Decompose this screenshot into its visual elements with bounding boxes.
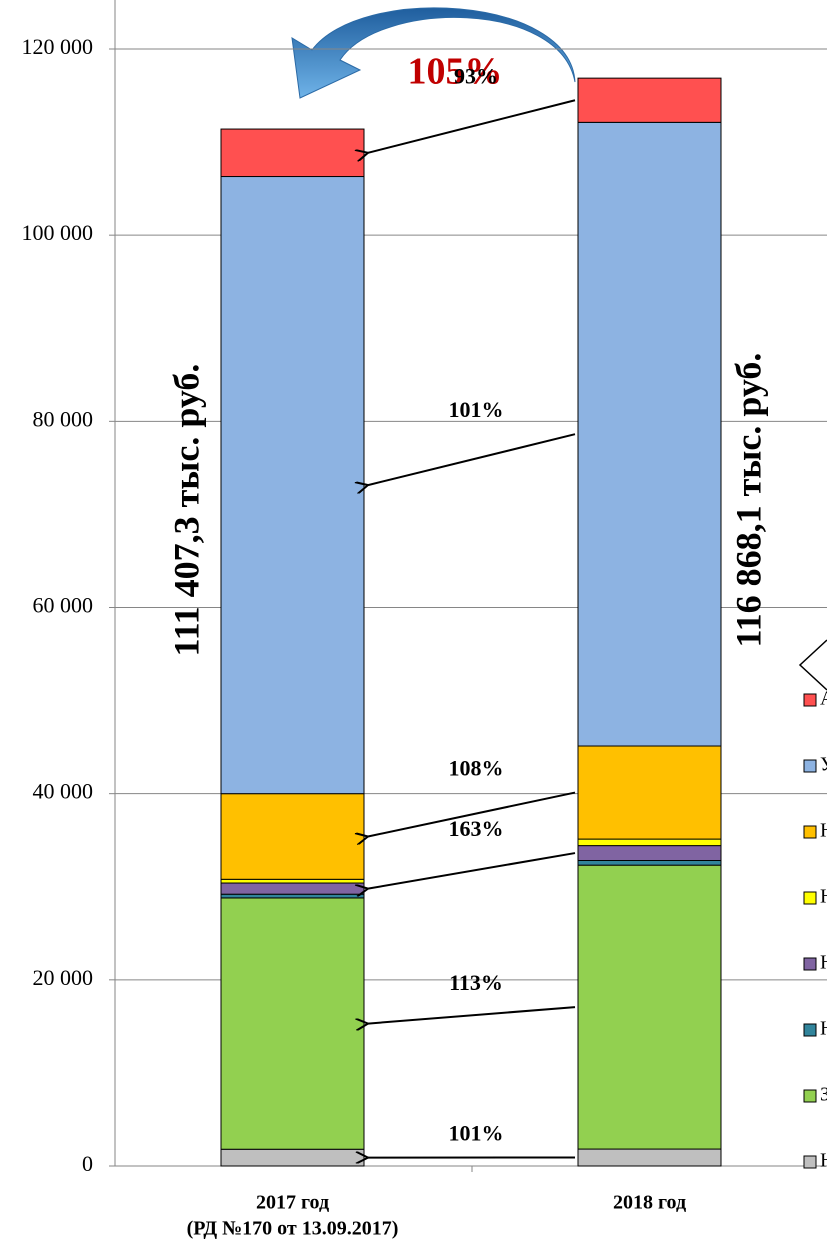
change-label: 101% [449,1121,504,1146]
bar-segment [577,860,722,866]
bar-segment [220,882,365,895]
bar-segment [220,897,365,1150]
bar-segment [220,878,365,884]
bar-segment [220,793,365,880]
x-tick-label: 2017 год [256,1192,329,1214]
bar-segment [577,745,722,840]
y-tick-label: 60 000 [33,593,94,618]
legend-label: Н [820,820,827,842]
legend-swatch [803,693,817,707]
legend-label: У [820,754,827,776]
legend-label: Н [820,1018,827,1040]
total-label: 116 868,1 тыс. руб. [728,353,768,648]
legend-label: Н [820,952,827,974]
change-label: 108% [449,756,504,781]
bar-segment [220,1148,365,1167]
bar-segment [577,838,722,847]
legend-swatch [803,825,817,839]
legend-swatch [803,1155,817,1169]
legend-swatch [803,759,817,773]
legend-swatch [803,891,817,905]
y-tick-label: 0 [82,1151,93,1176]
change-label: 93% [454,63,498,88]
change-arrow [368,852,576,889]
bar-segment [220,893,365,899]
legend-swatch [803,1023,817,1037]
legend-label: Н [820,1150,827,1172]
legend-swatch [803,1089,817,1103]
y-tick-label: 120 000 [22,34,94,59]
bar-segment [577,121,722,747]
change-arrow [368,99,576,153]
total-label: 111 407,3 тыс. руб. [166,364,206,657]
legend-label: А [820,688,827,710]
bar-segment [577,864,722,1150]
change-arrow [368,433,576,485]
x-tick-label: 2018 год [613,1192,686,1214]
y-tick-label: 100 000 [22,220,94,245]
growth-arrow [291,7,576,99]
legend-swatch [803,957,817,971]
bar-segment [577,77,722,123]
change-arrow [368,1006,576,1023]
y-tick-label: 80 000 [33,406,94,431]
decoration [798,639,827,691]
y-tick-label: 40 000 [33,779,94,804]
change-label: 163% [449,816,504,841]
bar-segment [220,176,365,795]
bar-segment [577,845,722,862]
bar-segment [220,128,365,178]
legend-label: З [820,1084,827,1106]
change-label: 101% [449,397,504,422]
change-label: 113% [449,970,503,995]
growth-label: 105% [408,51,503,93]
category-note: (РД №170 от 13.09.2017) [187,1218,399,1239]
legend-label: Н [820,886,827,908]
change-arrow [368,791,576,837]
bar-segment [577,1148,722,1167]
y-tick-label: 20 000 [33,965,94,990]
